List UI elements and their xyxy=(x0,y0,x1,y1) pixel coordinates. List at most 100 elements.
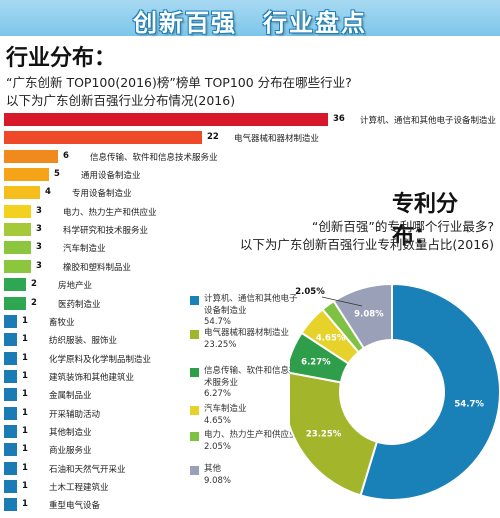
bar xyxy=(4,498,17,512)
donut-slice xyxy=(290,371,379,497)
bar xyxy=(4,259,31,273)
legend-label: 计算机、通信和其他电子设备制造业 54.7% xyxy=(204,294,300,329)
bar xyxy=(4,369,17,383)
bar-value-label: 1 xyxy=(22,462,28,473)
industry-caption: 以下为广东创新百强行业分布情况(2016) xyxy=(6,93,236,108)
industry-heading: 行业分布： xyxy=(6,46,117,71)
bar-value-label: 1 xyxy=(22,499,28,510)
legend-label-text: 其他 xyxy=(204,464,222,474)
legend-label: 电气器械和器材制造业 23.25% xyxy=(204,328,300,351)
legend-label: 汽车制造业 4.65% xyxy=(204,404,300,427)
bar xyxy=(4,314,17,328)
bar-category-label: 汽车制造业 xyxy=(63,244,106,255)
legend-swatch xyxy=(190,432,199,441)
bar-category-label: 建筑装饰和其他建筑业 xyxy=(49,372,135,383)
bar-value-label: 22 xyxy=(207,132,219,143)
legend-label-text: 电力、热力生产和供应业 xyxy=(204,430,298,440)
bar-category-label: 重型电气设备 xyxy=(49,501,101,512)
patent-caption: 以下为广东创新百强行业专利数量占比(2016) xyxy=(239,237,494,252)
bar-category-label: 房地产业 xyxy=(58,281,93,292)
bar-category-label: 电力、热力生产和供应业 xyxy=(63,207,157,218)
bar-value-label: 5 xyxy=(54,169,60,180)
bar xyxy=(4,168,49,182)
bar xyxy=(4,113,328,126)
legend-percent: 9.08% xyxy=(204,475,232,486)
donut-slice xyxy=(359,282,500,501)
bar xyxy=(4,186,40,200)
bar xyxy=(4,131,202,145)
bar xyxy=(4,278,26,292)
bar-value-label: 4 xyxy=(45,187,51,198)
bar-value-label: 1 xyxy=(22,444,28,455)
bar-category-label: 开采辅助活动 xyxy=(49,409,101,420)
legend-label-text: 电气器械和器材制造业 xyxy=(204,328,290,338)
bar xyxy=(4,461,17,475)
legend-label-text: 计算机、通信和其他电子设备制造业 xyxy=(204,294,298,316)
bar-category-label: 科学研究和技术服务业 xyxy=(63,226,149,237)
patent-donut-chart: 54.7% 23.25% 6.27% 4.65% 2.05% 9.08% xyxy=(290,282,500,501)
bar xyxy=(4,223,31,237)
donut-slice-label: 54.7% xyxy=(454,399,484,409)
bar-value-label: 1 xyxy=(22,425,28,436)
bar xyxy=(4,388,17,402)
legend-label-text: 信息传输、软件和信息技术服务业 xyxy=(204,366,298,388)
legend-percent: 6.27% xyxy=(204,389,232,399)
bar xyxy=(4,480,17,493)
patent-heading: 专利分布： xyxy=(392,192,459,249)
bar-value-label: 3 xyxy=(36,260,42,271)
bar xyxy=(4,443,17,457)
legend-swatch xyxy=(190,330,199,339)
bar xyxy=(4,296,26,310)
bar-category-label: 化学原料及化学制品制造业 xyxy=(49,354,152,365)
bar-value-label: 3 xyxy=(36,224,42,235)
bar-category-label: 畜牧业 xyxy=(49,317,75,328)
bar-value-label: 1 xyxy=(22,315,28,326)
legend-label: 其他 9.08% xyxy=(204,464,300,487)
legend-label: 电力、热力生产和供应业 2.05% xyxy=(204,430,300,453)
bar-value-label: 3 xyxy=(36,242,42,253)
bar-value-label: 36 xyxy=(333,114,345,124)
banner-title: 创新百强 行业盘点 xyxy=(133,8,367,37)
bar-value-label: 1 xyxy=(22,389,28,400)
legend-label-text: 汽车制造业 xyxy=(204,404,247,414)
bar xyxy=(4,241,31,255)
label-leader-line xyxy=(321,296,363,307)
industry-question: “广东创新 TOP100(2016)榜”榜单 TOP100 分布在哪些行业? xyxy=(6,75,352,90)
legend-swatch xyxy=(190,466,199,475)
patent-question: “创新百强”的专利哪个行业最多? xyxy=(311,219,494,234)
legend-percent: 2.05% xyxy=(204,441,232,452)
bar-value-label: 2 xyxy=(31,297,37,308)
bar-category-label: 纺织服装、服饰业 xyxy=(49,336,118,347)
bar-value-label: 1 xyxy=(22,334,28,345)
bar-category-label: 石油和天然气开采业 xyxy=(49,464,126,475)
bar xyxy=(4,424,17,438)
legend-percent: 54.7% xyxy=(204,317,232,327)
bar xyxy=(4,333,17,347)
bar-category-label: 计算机、通信和其他电子设备制造业 xyxy=(360,116,497,126)
banner: 创新百强 行业盘点 xyxy=(0,0,500,37)
donut-slice-label: 9.08% xyxy=(354,309,384,319)
bar-value-label: 1 xyxy=(22,407,28,418)
legend-percent: 4.65% xyxy=(204,415,232,426)
legend-swatch xyxy=(190,368,199,377)
bar xyxy=(4,204,31,218)
bar-category-label: 商业服务业 xyxy=(49,446,92,457)
bar-value-label: 1 xyxy=(22,352,28,363)
bar-value-label: 2 xyxy=(31,279,37,290)
legend-percent: 23.25% xyxy=(204,339,237,350)
bar-category-label: 土木工程建筑业 xyxy=(49,483,109,493)
bar xyxy=(4,406,17,420)
bar-category-label: 橡胶和塑料制品业 xyxy=(63,262,132,273)
legend-label: 信息传输、软件和信息技术服务业 6.27% xyxy=(204,366,300,401)
bar-category-label: 通用设备制造业 xyxy=(81,171,141,182)
bar xyxy=(4,149,58,163)
donut-slice xyxy=(332,282,393,350)
bar-value-label: 3 xyxy=(36,205,42,216)
bar-value-label: 1 xyxy=(22,481,28,491)
bar-category-label: 信息传输、软件和信息技术服务业 xyxy=(90,152,218,163)
donut-slice-label: 4.65% xyxy=(316,334,346,344)
bar-category-label: 金属制品业 xyxy=(49,391,92,402)
donut-slice-label: 2.05% xyxy=(295,287,325,297)
legend-swatch xyxy=(190,406,199,415)
bar-category-label: 专用设备制造业 xyxy=(72,189,132,200)
